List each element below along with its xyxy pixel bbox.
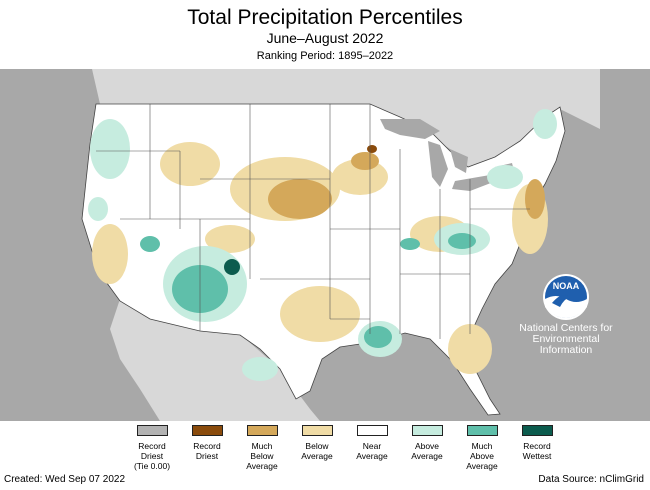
legend-label-line: Record bbox=[193, 441, 221, 451]
legend-label-line: Average bbox=[356, 451, 388, 461]
legend-label-line: Wettest bbox=[522, 451, 552, 461]
legend-label: Below Average bbox=[285, 441, 349, 461]
legend-label-line: Below bbox=[305, 441, 329, 451]
legend-label-line: Driest bbox=[140, 451, 164, 461]
legend-item: Near Average bbox=[340, 425, 404, 461]
legend-swatch bbox=[356, 425, 388, 436]
legend-swatch bbox=[136, 425, 168, 436]
legend-item: Below Average bbox=[285, 425, 349, 461]
ncei-line-1: National Centers for bbox=[519, 322, 613, 334]
map-legend: Record Driest (Tie 0.00) Record Driest Much Be… bbox=[0, 425, 650, 471]
legend-label-line: Average bbox=[246, 461, 278, 471]
legend-swatch bbox=[466, 425, 498, 436]
legend-label: Much Above Average bbox=[450, 441, 514, 471]
mexico-landmass bbox=[110, 299, 320, 421]
legend-swatch bbox=[411, 425, 443, 436]
legend-label-line: Below bbox=[250, 451, 274, 461]
legend-label-line: Average bbox=[411, 451, 443, 461]
title-block: Total Precipitation Percentiles June–Aug… bbox=[0, 6, 650, 63]
legend-label-line: Record bbox=[138, 441, 166, 451]
legend-label-line: Record bbox=[523, 441, 551, 451]
legend-label-line: Average bbox=[466, 461, 498, 471]
legend-label: Above Average bbox=[395, 441, 459, 461]
created-date: Created: Wed Sep 07 2022 bbox=[4, 474, 126, 485]
legend-item: Record Driest (Tie 0.00) bbox=[120, 425, 184, 471]
legend-item: Record Driest bbox=[175, 425, 239, 461]
legend-label: Record Driest bbox=[175, 441, 239, 461]
ncei-label: National Centers for Environmental Infor… bbox=[508, 323, 624, 356]
map-svg bbox=[81, 69, 600, 421]
legend-label-line: Much bbox=[471, 441, 493, 451]
canada-landmass bbox=[92, 69, 600, 169]
legend-label-line: Much bbox=[251, 441, 273, 451]
legend-label-line: (Tie 0.00) bbox=[133, 461, 171, 471]
legend-label: Near Average bbox=[340, 441, 404, 461]
legend-swatch bbox=[301, 425, 333, 436]
noaa-logo-icon: NOAA bbox=[543, 274, 589, 320]
legend-label: Record Wettest bbox=[505, 441, 569, 461]
legend-item: Above Average bbox=[395, 425, 459, 461]
map-subtitle: June–August 2022 bbox=[266, 30, 384, 46]
legend-label-line: Near bbox=[362, 441, 382, 451]
legend-label-line: Above bbox=[414, 441, 440, 451]
map-title: Total Precipitation Percentiles bbox=[187, 6, 463, 29]
legend-swatch bbox=[191, 425, 223, 436]
legend-label-line: Average bbox=[301, 451, 333, 461]
legend-label: Much Below Average bbox=[230, 441, 294, 471]
dry-anomaly-areas bbox=[92, 142, 548, 374]
legend-label-line: Above bbox=[469, 451, 495, 461]
legend-item: Record Wettest bbox=[505, 425, 569, 461]
svg-text:NOAA: NOAA bbox=[553, 281, 580, 291]
great-lakes bbox=[380, 119, 514, 191]
ranking-period: Ranking Period: 1895–2022 bbox=[256, 50, 394, 62]
precipitation-map bbox=[0, 69, 650, 421]
ncei-line-3: Information bbox=[539, 344, 593, 356]
legend-label-line: Driest bbox=[195, 451, 219, 461]
legend-item: Much Above Average bbox=[450, 425, 514, 471]
data-source: Data Source: nClimGrid bbox=[538, 474, 644, 485]
legend-label: Record Driest (Tie 0.00) bbox=[120, 441, 184, 471]
legend-swatch bbox=[246, 425, 278, 436]
legend-item: Much Below Average bbox=[230, 425, 294, 471]
legend-swatch bbox=[521, 425, 553, 436]
state-boundaries bbox=[96, 104, 530, 339]
ncei-line-2: Environmental bbox=[532, 333, 600, 345]
